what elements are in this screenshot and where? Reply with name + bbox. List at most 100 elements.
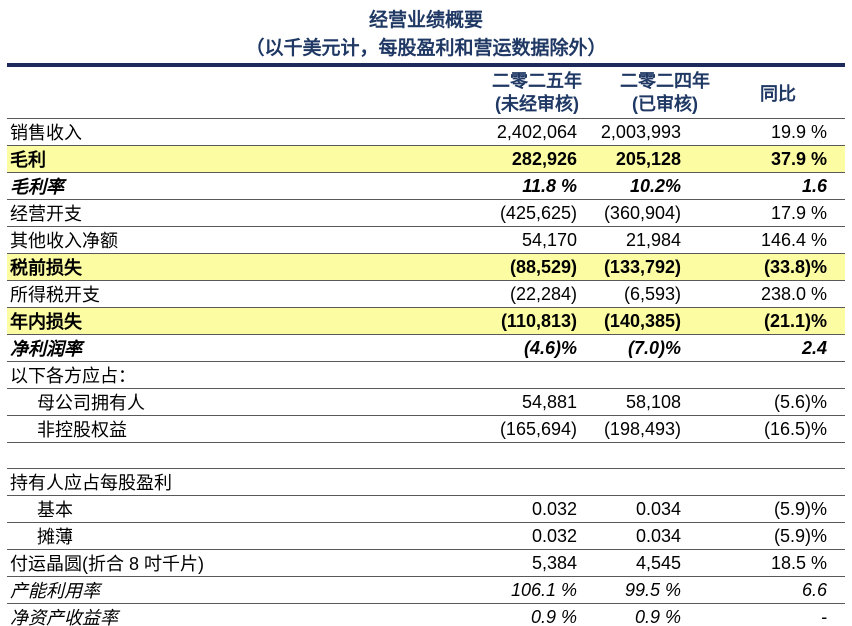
value-2024: (140,385)	[585, 307, 689, 335]
row-label: 基本	[7, 495, 407, 523]
value-2025: (88,529)	[407, 253, 585, 281]
table-row: 所得税开支 (22,284) (6,593) 238.0 %	[7, 280, 845, 308]
column-header-yoy-label: 同比	[760, 83, 796, 104]
value-yoy: 37.9 %	[689, 145, 845, 173]
value-2025: 282,926	[407, 145, 585, 173]
table-row: 摊薄 0.032 0.034 (5.9)%	[7, 522, 845, 550]
row-label: 非控股权益	[7, 415, 407, 443]
table-row: 销售收入 2,402,064 2,003,993 19.9 %	[7, 119, 845, 146]
value-2024: 205,128	[585, 145, 689, 173]
value-2025: 0.032	[407, 522, 585, 550]
value-yoy: 1.6	[689, 172, 845, 200]
table-header-row: 二零二五年 (未经审核) 二零二四年 (已审核) 同比	[7, 67, 845, 119]
value-2024: (360,904)	[585, 199, 689, 227]
value-2024: 21,984	[585, 226, 689, 254]
title-block: 经营业绩概要 （以千美元计，每股盈利和营运数据除外）	[0, 0, 852, 63]
value-yoy: -	[821, 606, 827, 626]
row-label: 经营开支	[7, 199, 407, 227]
column-header-2025: 二零二五年 (未经审核)	[447, 70, 627, 116]
table-row: 毛利 282,926 205,128 37.9 %	[7, 145, 845, 173]
value-2025: 11.8 %	[407, 172, 585, 200]
value-2025	[407, 442, 585, 469]
value-2025: 54,170	[407, 226, 585, 254]
value-yoy: 18.5 %	[689, 549, 845, 577]
table-row: 净利润率 (4.6)% (7.0)% 2.4	[7, 334, 845, 362]
table-row: 经营开支 (425,625) (360,904) 17.9 %	[7, 199, 845, 227]
value-2025: 5,384	[407, 549, 585, 577]
row-label: 毛利率	[7, 172, 407, 200]
table-row: 税前损失 (88,529) (133,792) (33.8)%	[7, 253, 845, 281]
table-row: 付运晶圆(折合 8 吋千片) 5,384 4,545 18.5 %	[7, 549, 845, 577]
value-yoy: (5.9)%	[689, 522, 845, 550]
row-label: 所得税开支	[7, 280, 407, 308]
value-2024	[585, 442, 689, 469]
row-label: 摊薄	[7, 522, 407, 550]
column-header-2024: 二零二四年 (已审核)	[575, 70, 755, 116]
row-label: 持有人应占每股盈利	[7, 468, 407, 496]
value-2025: (165,694)	[407, 415, 585, 443]
value-2025: 0.9 %	[530, 606, 577, 626]
value-2024: 10.2%	[585, 172, 689, 200]
value-2025: (425,625)	[407, 199, 585, 227]
table-row: 净资产收益率 0.9 % 0.9 % -	[7, 604, 845, 626]
page-title: 经营业绩概要	[368, 10, 483, 31]
row-label: 母公司拥有人	[7, 388, 407, 416]
table-row: 其他收入净额 54,170 21,984 146.4 %	[7, 226, 845, 254]
value-2025: (4.6)%	[407, 334, 585, 362]
value-2024: 2,003,993	[585, 119, 689, 146]
value-2024: 99.5 %	[585, 576, 689, 604]
value-2024: (7.0)%	[585, 334, 689, 362]
row-label: 税前损失	[7, 253, 407, 281]
row-label: 毛利	[7, 145, 407, 173]
table-row: 母公司拥有人 54,881 58,108 (5.6)%	[7, 388, 845, 416]
value-yoy: 2.4	[689, 334, 845, 362]
value-2025: 0.032	[407, 495, 585, 523]
row-label: 销售收入	[7, 119, 407, 146]
value-2025: (110,813)	[407, 307, 585, 335]
table-row: 毛利率 11.8 % 10.2% 1.6	[7, 172, 845, 200]
value-2024: 58,108	[585, 388, 689, 416]
row-label: 其他收入净额	[7, 226, 407, 254]
row-label: 年内损失	[7, 307, 407, 335]
value-2025	[407, 468, 585, 496]
value-yoy: 146.4 %	[689, 226, 845, 254]
column-header-2025-audit-note: (未经审核)	[495, 94, 579, 114]
table-row: 持有人应占每股盈利	[7, 468, 845, 496]
row-label: 净利润率	[7, 334, 407, 362]
value-yoy	[689, 361, 845, 389]
value-yoy	[689, 442, 845, 469]
value-2024: (198,493)	[585, 415, 689, 443]
value-2025: 106.1 %	[407, 576, 585, 604]
value-2024: (6,593)	[585, 280, 689, 308]
table-row: 产能利用率 106.1 % 99.5 % 6.6	[7, 576, 845, 604]
row-label: 产能利用率	[7, 576, 407, 604]
column-header-2024-audit-note: (已审核)	[632, 94, 698, 114]
table-row: 非控股权益 (165,694) (198,493) (16.5)%	[7, 415, 845, 443]
column-header-2024-year: 二零二四年	[620, 71, 710, 91]
table-body: 销售收入 2,402,064 2,003,993 19.9 % 毛利 282,926 205…	[7, 119, 845, 626]
value-2024: 4,545	[585, 549, 689, 577]
value-2024	[585, 468, 689, 496]
value-2024	[585, 361, 689, 389]
column-header-yoy: 同比	[688, 67, 852, 118]
value-2024: 0.9 %	[634, 606, 681, 626]
value-2025	[407, 361, 585, 389]
value-yoy: 19.9 %	[689, 119, 845, 146]
table-row: 基本 0.032 0.034 (5.9)%	[7, 495, 845, 523]
row-label: 以下各方应占：	[7, 361, 407, 389]
value-2024: 0.034	[585, 522, 689, 550]
value-yoy: (5.6)%	[689, 388, 845, 416]
results-summary-table: 二零二五年 (未经审核) 二零二四年 (已审核) 同比 销售收入 2,402,06…	[7, 63, 845, 626]
table-row: 以下各方应占：	[7, 361, 845, 389]
value-2025: (22,284)	[407, 280, 585, 308]
value-yoy: (33.8)%	[689, 253, 845, 281]
value-2025: 2,402,064	[407, 119, 585, 146]
value-yoy: (21.1)%	[689, 307, 845, 335]
row-label: 净资产收益率	[10, 608, 118, 626]
value-2024: 0.034	[585, 495, 689, 523]
value-yoy: (16.5)%	[689, 415, 845, 443]
column-header-2025-year: 二零二五年	[492, 71, 582, 91]
value-2024: (133,792)	[585, 253, 689, 281]
value-yoy: 6.6	[689, 576, 845, 604]
